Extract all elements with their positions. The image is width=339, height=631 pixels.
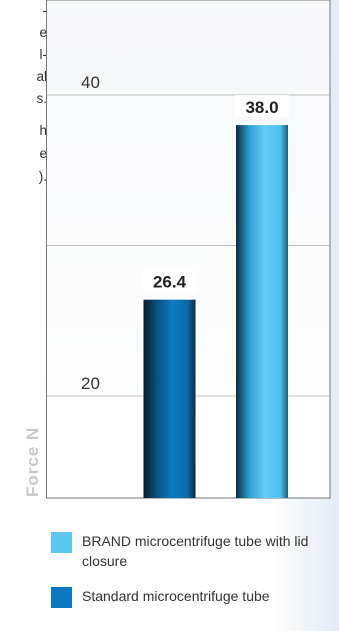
text-fragment: - bbox=[42, 3, 48, 18]
bar-value-label: 38.0 bbox=[245, 98, 278, 117]
text-fragment: ). bbox=[38, 169, 47, 184]
legend-label-brand: BRAND microcentrifuge tube with lid clos… bbox=[82, 533, 309, 569]
y-tick-label: 20 bbox=[81, 374, 100, 393]
legend-swatch-standard bbox=[51, 587, 72, 608]
legend-swatch-brand bbox=[51, 532, 72, 553]
bar-label-background bbox=[235, 95, 289, 118]
y-tick-label: 40 bbox=[81, 73, 100, 92]
bar-brand bbox=[236, 125, 288, 498]
text-fragment: e bbox=[39, 146, 47, 161]
text-fragment: e bbox=[39, 25, 47, 40]
legend-label-standard: Standard microcentrifuge tube bbox=[82, 588, 270, 604]
text-fragment: al bbox=[36, 69, 47, 84]
bar-value-label: 26.4 bbox=[153, 273, 187, 292]
bar-label-background bbox=[142, 269, 197, 292]
bars bbox=[143, 125, 288, 498]
bar-standard bbox=[143, 299, 196, 498]
text-fragment: l- bbox=[39, 47, 48, 62]
y-axis-label: Force N bbox=[23, 427, 42, 497]
text-fragment: h bbox=[39, 123, 47, 138]
text-fragment: s. bbox=[36, 91, 47, 106]
bar-value-labels: 26.4 38.0 bbox=[142, 95, 289, 292]
